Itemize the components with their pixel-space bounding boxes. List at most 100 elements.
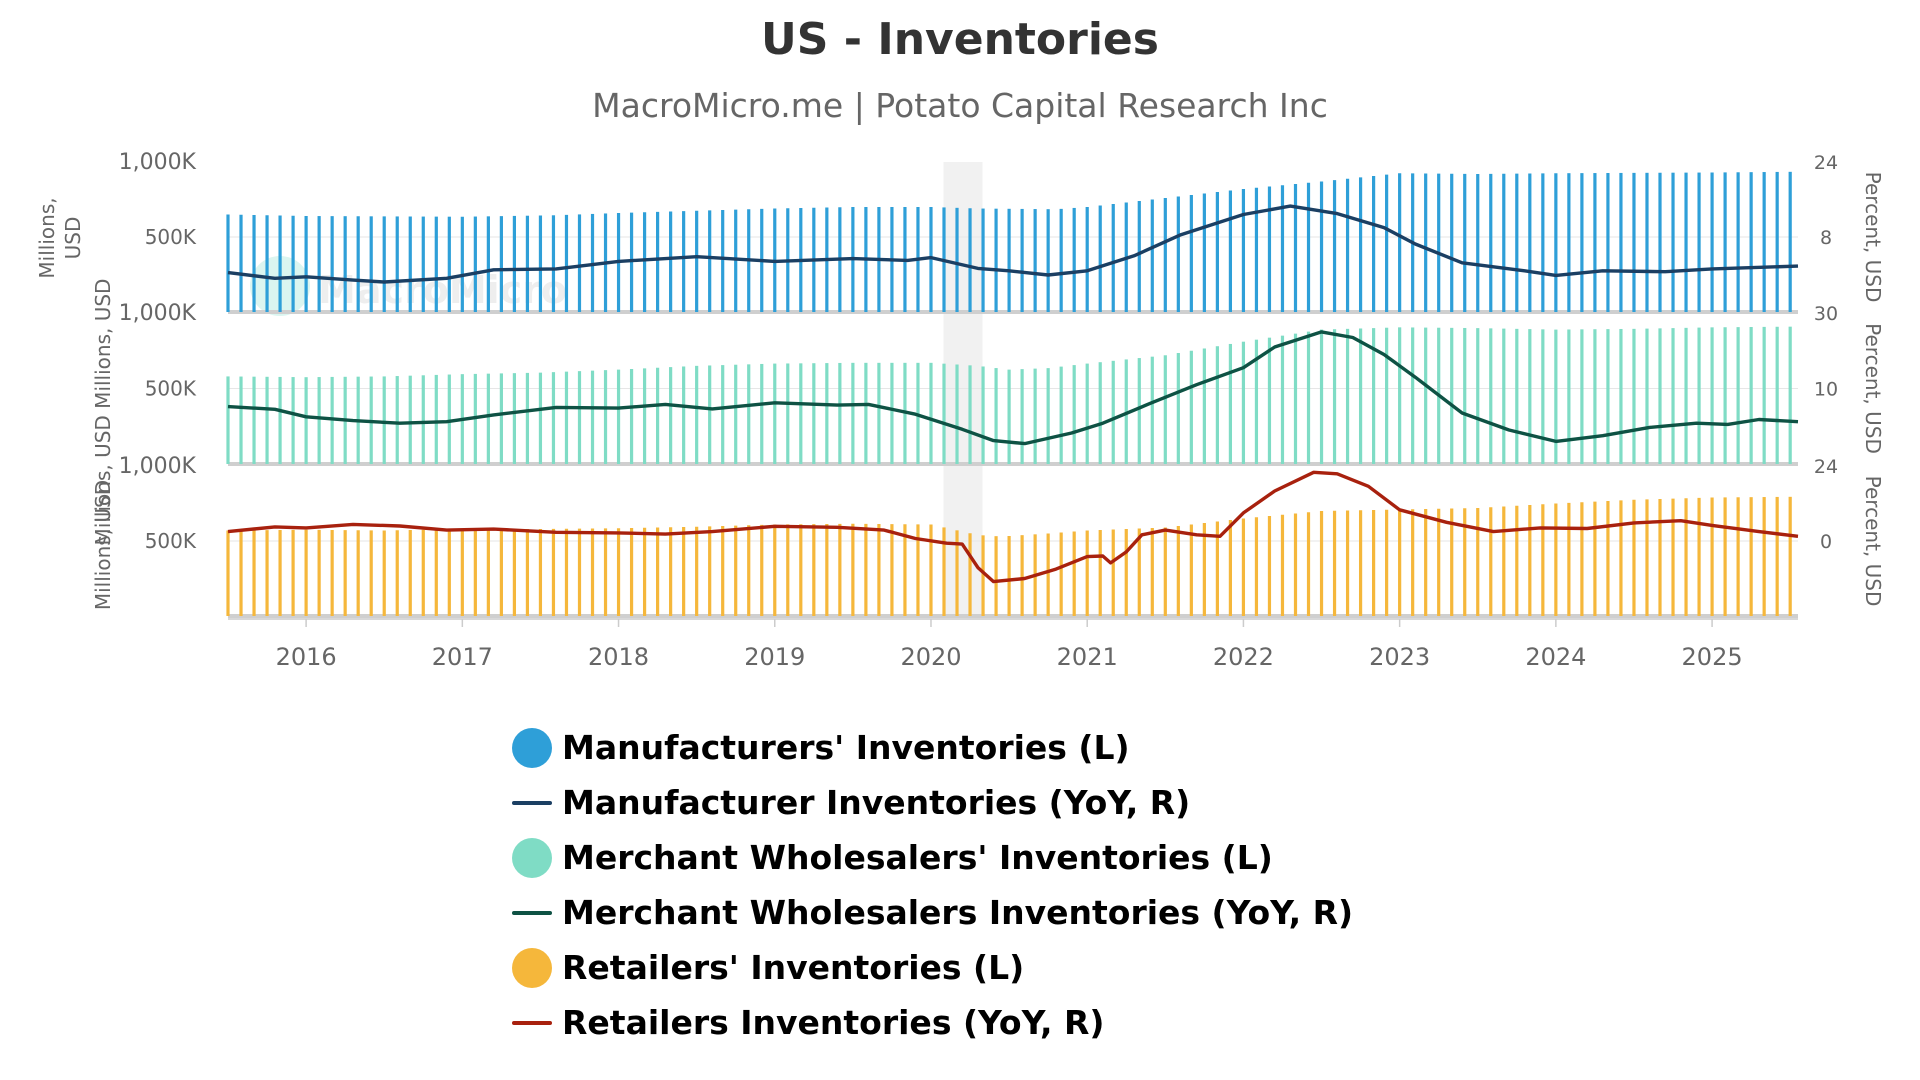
x-tick-label: 2020 xyxy=(900,643,961,671)
bar-retailers xyxy=(1202,523,1206,616)
bar-retailers xyxy=(369,530,373,616)
bar-manufacturers xyxy=(1267,186,1272,312)
bar-wholesalers xyxy=(1189,350,1193,464)
bar-manufacturers xyxy=(1775,171,1779,312)
bar-retailers xyxy=(942,527,946,616)
bar-retailers xyxy=(1150,528,1154,616)
bar-retailers xyxy=(994,536,998,616)
x-tick-label: 2019 xyxy=(744,643,805,671)
bar-retailers xyxy=(1267,516,1272,616)
bar-wholesalers xyxy=(760,363,764,464)
bar-retailers xyxy=(291,529,295,616)
bar-retailers xyxy=(1241,518,1246,616)
legend-item-wholesalers-yoy[interactable]: Merchant Wholesalers Inventories (YoY, R… xyxy=(512,885,1353,940)
bar-manufacturers xyxy=(1593,173,1597,312)
bar-wholesalers xyxy=(629,368,634,464)
bar-wholesalers xyxy=(1163,355,1167,464)
bar-wholesalers xyxy=(825,363,829,464)
bar-wholesalers xyxy=(721,365,725,464)
bar-retailers xyxy=(499,529,503,616)
bar-retailers xyxy=(1398,509,1402,616)
bar-wholesalers xyxy=(382,376,386,464)
bar-manufacturers xyxy=(994,208,998,312)
bar-retailers xyxy=(1606,501,1610,616)
bar-retailers xyxy=(1580,502,1584,616)
bar-wholesalers xyxy=(1697,327,1701,464)
bar-retailers xyxy=(1085,530,1089,616)
bar-wholesalers xyxy=(1176,353,1180,464)
bar-retailers xyxy=(708,526,712,616)
bar-wholesalers xyxy=(395,376,399,464)
bar-wholesalers xyxy=(1710,327,1714,464)
bar-wholesalers xyxy=(1150,356,1154,464)
line-manufacturers-yoy xyxy=(227,204,1799,284)
bar-retailers xyxy=(408,530,412,616)
legend-item-manufacturers-yoy[interactable]: Manufacturer Inventories (YoY, R) xyxy=(512,775,1353,830)
bar-retailers xyxy=(317,529,321,616)
bar-retailers xyxy=(1411,509,1415,616)
bar-wholesalers xyxy=(1111,360,1115,464)
bar-wholesalers xyxy=(421,375,425,464)
bar-manufacturers xyxy=(434,216,438,312)
bar-wholesalers xyxy=(603,370,608,464)
bar-wholesalers xyxy=(1632,328,1636,464)
bar-wholesalers xyxy=(1411,327,1415,464)
bar-wholesalers xyxy=(1658,328,1662,464)
bar-manufacturers xyxy=(1450,173,1454,312)
bar-manufacturers xyxy=(1632,172,1636,312)
bar-manufacturers xyxy=(577,214,582,312)
bar-retailers xyxy=(564,528,569,616)
bar-manufacturers xyxy=(708,210,712,312)
bar-wholesalers xyxy=(226,376,230,464)
y-left-tick-label: 500K xyxy=(145,377,197,401)
bar-wholesalers xyxy=(1228,343,1233,464)
bar-manufacturers xyxy=(682,211,686,312)
bar-retailers xyxy=(773,524,777,616)
bar-manufacturers xyxy=(1189,195,1193,312)
bar-wholesalers xyxy=(1736,327,1740,464)
legend-item-wholesalers[interactable]: Merchant Wholesalers' Inventories (L) xyxy=(512,830,1353,885)
chart-title: US - Inventories xyxy=(761,14,1159,65)
bar-manufacturers xyxy=(1515,173,1519,312)
bar-retailers xyxy=(890,524,894,616)
bar-wholesalers xyxy=(1215,346,1219,464)
bar-retailers xyxy=(1528,505,1532,616)
bar-manufacturers xyxy=(1007,208,1011,312)
bar-wholesalers xyxy=(499,373,503,464)
bar-retailers xyxy=(1319,511,1324,616)
bar-manufacturers xyxy=(382,216,386,312)
bar-retailers xyxy=(1749,497,1753,616)
legend-item-manufacturers[interactable]: Manufacturers' Inventories (L) xyxy=(512,720,1353,775)
y-right-tick-label: 24 xyxy=(1814,152,1838,174)
bar-manufacturers xyxy=(1476,174,1480,312)
bar-wholesalers xyxy=(590,370,595,464)
bar-retailers xyxy=(1697,497,1701,616)
bar-manufacturers xyxy=(1345,178,1350,312)
bar-manufacturers xyxy=(369,216,373,312)
bar-retailers xyxy=(447,529,451,616)
bar-manufacturers xyxy=(1671,172,1675,312)
bar-retailers xyxy=(304,529,308,616)
bar-wholesalers xyxy=(408,375,412,464)
bar-retailers xyxy=(747,525,751,616)
bar-wholesalers xyxy=(929,362,933,464)
bar-wholesalers xyxy=(1424,327,1428,464)
bar-manufacturers xyxy=(1463,173,1467,312)
bar-retailers xyxy=(1671,498,1675,616)
bar-manufacturers xyxy=(1372,176,1376,312)
bar-wholesalers xyxy=(1671,328,1675,464)
bar-wholesalers xyxy=(1372,328,1376,464)
bar-retailers xyxy=(1358,510,1363,616)
bar-wholesalers xyxy=(1528,329,1532,464)
bar-retailers xyxy=(1515,505,1519,616)
legend-item-retailers[interactable]: Retailers' Inventories (L) xyxy=(512,940,1353,995)
bar-wholesalers xyxy=(304,377,308,464)
bar-retailers xyxy=(1137,528,1141,616)
bar-wholesalers xyxy=(1541,329,1545,464)
legend-item-retailers-yoy[interactable]: Retailers Inventories (YoY, R) xyxy=(512,995,1353,1050)
bar-manufacturers xyxy=(1567,173,1571,312)
bar-retailers xyxy=(1710,497,1714,616)
y-left-axis-title-manufacturers-unit: USD xyxy=(61,217,85,260)
bar-wholesalers xyxy=(1241,341,1246,464)
line-retailers-yoy xyxy=(227,470,1799,584)
